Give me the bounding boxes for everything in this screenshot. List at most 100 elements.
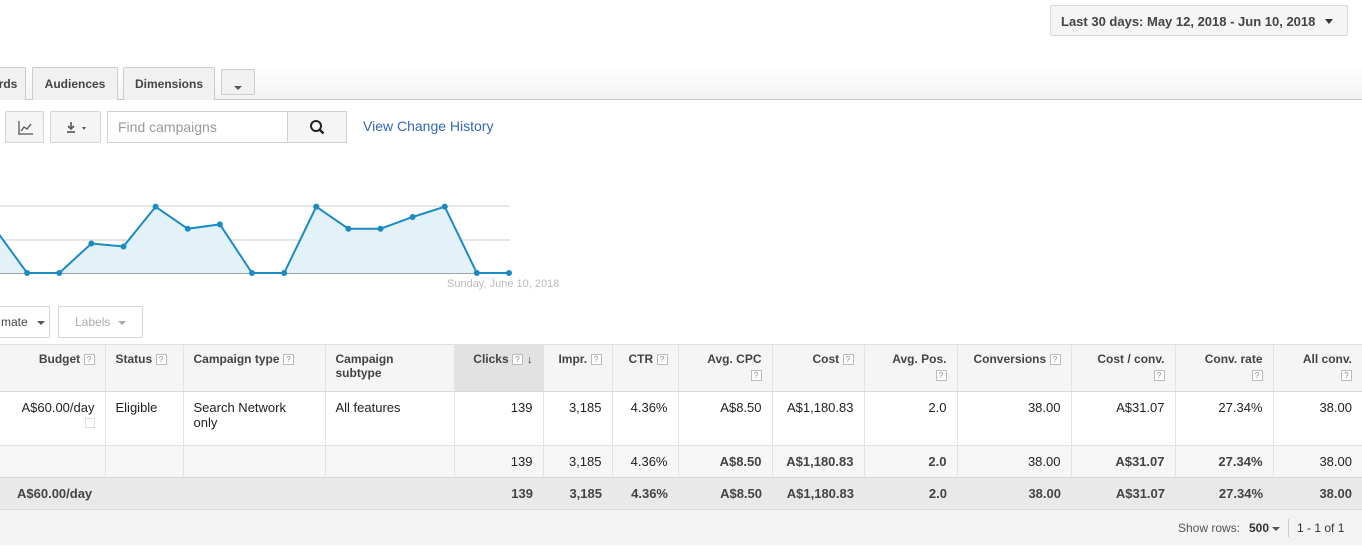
subtotal-impr: 3,185: [543, 445, 613, 478]
chart-point[interactable]: [24, 270, 31, 276]
subtotal-ctr: 4.36%: [612, 445, 679, 478]
help-icon[interactable]: ?: [935, 369, 947, 381]
cell-conv-rate: 27.34%: [1175, 391, 1274, 446]
chart-point[interactable]: [56, 270, 63, 276]
edit-budget-icon[interactable]: [84, 418, 95, 428]
chart-point[interactable]: [506, 270, 512, 276]
total-impr: 3,185: [543, 477, 612, 511]
estimate-dropdown[interactable]: mate: [0, 306, 50, 338]
tab-keywords[interactable]: rds: [0, 67, 26, 100]
show-rows-label: Show rows:: [1178, 521, 1241, 535]
col-campaign-subtype[interactable]: Campaign subtype: [325, 344, 455, 392]
divider: [1288, 519, 1289, 537]
cell-impr: 3,185: [543, 391, 613, 446]
chart-point[interactable]: [345, 225, 352, 232]
help-icon[interactable]: ?: [155, 354, 167, 366]
help-icon[interactable]: ?: [512, 354, 523, 366]
estimate-label: mate: [1, 315, 28, 329]
col-avg-cpc[interactable]: Avg. CPC?: [678, 344, 773, 392]
cell-status: Eligible: [105, 391, 184, 446]
chart-point[interactable]: [441, 203, 448, 210]
help-icon[interactable]: ?: [656, 354, 668, 366]
cell-cost: A$1,180.83: [772, 391, 865, 446]
caret-down-icon: [1325, 19, 1333, 24]
search-icon: [310, 120, 325, 135]
help-icon[interactable]: ?: [750, 369, 762, 381]
col-conversions[interactable]: Conversions ?: [957, 344, 1072, 392]
help-icon[interactable]: ?: [1251, 369, 1263, 381]
search-button[interactable]: [287, 111, 347, 143]
col-all-conv[interactable]: All conv.?: [1273, 344, 1362, 392]
cell-clicks: 139: [454, 391, 544, 446]
col-label: CTR: [628, 352, 654, 366]
cell-budget[interactable]: A$60.00/day: [0, 391, 106, 446]
tab-label: Audiences: [44, 77, 106, 91]
cell-conversions: 38.00: [957, 391, 1072, 446]
col-cost[interactable]: Cost ?: [772, 344, 865, 392]
cell-value: Search Network only: [193, 400, 286, 430]
col-clicks[interactable]: Clicks ? ↓: [454, 344, 544, 392]
chart-point[interactable]: [249, 270, 255, 276]
col-budget[interactable]: Budget ?: [0, 344, 106, 392]
help-icon[interactable]: ?: [1049, 354, 1061, 366]
help-icon[interactable]: ?: [842, 354, 854, 366]
download-icon: [67, 122, 86, 133]
subtotal-avg-cpc: A$8.50: [678, 445, 773, 478]
col-label: Campaign subtype: [335, 352, 394, 380]
help-icon[interactable]: ?: [1153, 369, 1165, 381]
pagination-label: 1 - 1 of 1: [1297, 521, 1345, 535]
total-clicks: 139: [454, 477, 543, 511]
col-label: Campaign type: [193, 352, 280, 366]
chart-point[interactable]: [473, 270, 480, 276]
tab-label: rds: [0, 77, 18, 91]
cell-avg-cpc: A$8.50: [678, 391, 773, 446]
col-label: Conversions: [973, 352, 1047, 366]
table-row: A$60.00/day Eligible Search Network only…: [0, 391, 1362, 446]
cell-cost-conv: A$31.07: [1071, 391, 1176, 446]
tab-dimensions[interactable]: Dimensions: [123, 67, 215, 100]
chart-point[interactable]: [409, 213, 416, 220]
tab-audiences[interactable]: Audiences: [32, 67, 118, 100]
col-cost-conv[interactable]: Cost / conv.?: [1071, 344, 1176, 392]
chart-point[interactable]: [184, 225, 191, 232]
cell-empty: [105, 445, 184, 478]
col-avg-pos[interactable]: Avg. Pos.?: [864, 344, 958, 392]
help-icon[interactable]: ?: [83, 354, 95, 366]
col-conv-rate[interactable]: Conv. rate?: [1175, 344, 1274, 392]
col-impr[interactable]: Impr. ?: [543, 344, 613, 392]
chart-area-fill: [0, 206, 509, 273]
more-tabs-button[interactable]: [221, 69, 255, 95]
col-campaign-type[interactable]: Campaign type ?: [183, 344, 326, 392]
chart-point[interactable]: [313, 203, 320, 210]
download-button[interactable]: [50, 111, 101, 143]
date-range-selector[interactable]: Last 30 days: May 12, 2018 - Jun 10, 201…: [1050, 5, 1348, 36]
subtotal-clicks: 139: [454, 445, 544, 478]
col-label: All conv.: [1302, 352, 1352, 366]
col-status[interactable]: Status ?: [105, 344, 184, 392]
help-icon[interactable]: ?: [1341, 369, 1352, 381]
chart-point[interactable]: [88, 240, 95, 247]
total-all-conv: 38.00: [1273, 477, 1362, 511]
caret-down-icon: [1272, 526, 1281, 531]
campaigns-table: Budget ? Status ? Campaign type ? Campai…: [0, 344, 1362, 511]
chart-point[interactable]: [377, 225, 384, 232]
chart-point[interactable]: [216, 221, 223, 228]
col-label: Status: [115, 352, 153, 366]
search-campaigns-input[interactable]: [107, 111, 288, 143]
help-icon[interactable]: ?: [590, 354, 602, 366]
total-cost-conv: A$31.07: [1071, 477, 1175, 511]
cell-empty: [183, 445, 326, 478]
rows-per-page-select[interactable]: 500: [1249, 521, 1281, 535]
chart-point[interactable]: [152, 203, 159, 210]
chart-point[interactable]: [281, 270, 288, 276]
toggle-chart-button[interactable]: [5, 111, 44, 143]
labels-dropdown[interactable]: Labels: [58, 306, 143, 338]
subtotal-all-conv: 38.00: [1273, 445, 1362, 478]
col-label: Cost / conv.: [1097, 352, 1165, 366]
chart-point[interactable]: [120, 243, 127, 250]
line-chart-icon: [18, 121, 33, 135]
help-icon[interactable]: ?: [282, 354, 294, 366]
col-ctr[interactable]: CTR ?: [612, 344, 679, 392]
subtotal-cost: A$1,180.83: [772, 445, 865, 478]
view-change-history-link[interactable]: View Change History: [363, 118, 494, 134]
